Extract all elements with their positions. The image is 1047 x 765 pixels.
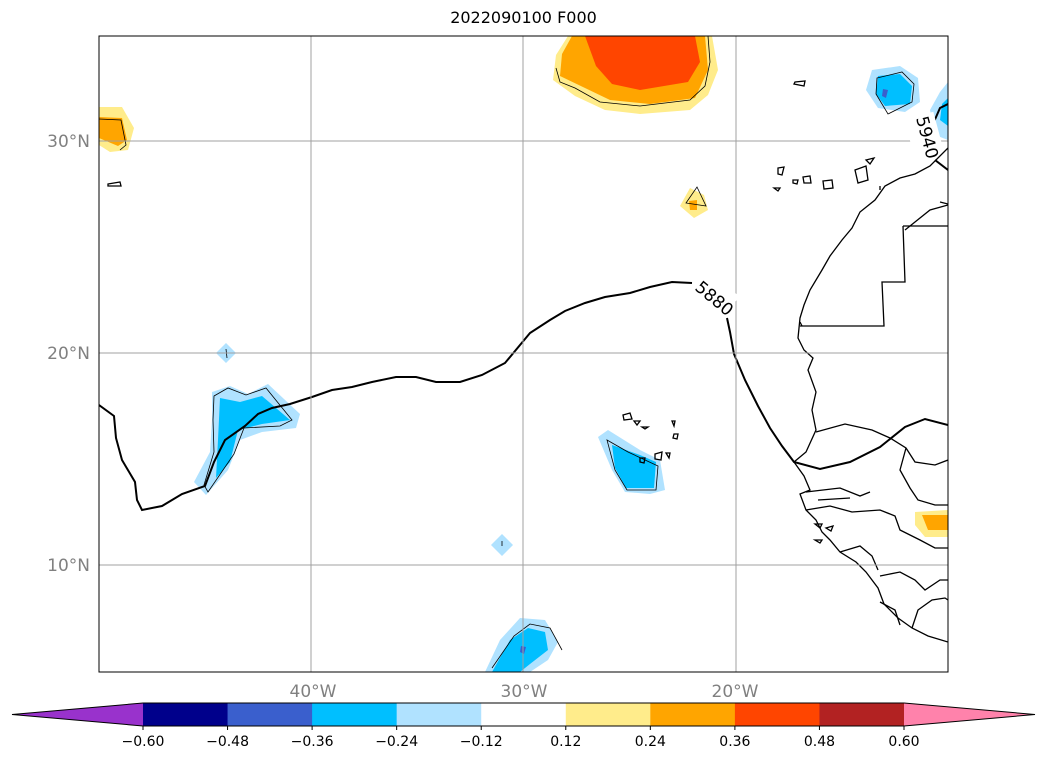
colorbar-tick-label: 0.12: [550, 734, 581, 750]
contour-5940: [932, 103, 948, 125]
lat-label-20n: 20°N: [47, 344, 90, 364]
lon-label-30w: 30°W: [501, 682, 548, 702]
colorbar-tick-label: −0.24: [375, 734, 418, 750]
positive-anomaly-small-core: [689, 200, 697, 210]
lon-label-20w: 20°W: [712, 682, 759, 702]
colorbar-tick-label: 0.48: [804, 734, 835, 750]
map-area: 5880 5940: [99, 36, 948, 672]
colorbar-segment: [565, 703, 651, 726]
contour-labels: 5880 5940: [688, 111, 944, 322]
negative-anomaly-ne-max: [882, 89, 888, 98]
colorbar-segment: [227, 703, 313, 726]
colorbar-segment: [143, 703, 229, 726]
lat-label-10n: 10°N: [47, 556, 90, 576]
positive-anomaly-north-max: [585, 36, 700, 90]
colorbar-extend-low: [12, 703, 143, 726]
colorbar-tick-label: 0.60: [888, 734, 919, 750]
colorbar-tick-label: −0.60: [122, 734, 165, 750]
colorbar-tick-label: −0.48: [206, 734, 249, 750]
positive-anomaly-east-core: [922, 515, 948, 530]
gridlines: [99, 36, 948, 672]
map-title: 2022090100 F000: [450, 8, 597, 27]
colorbar: −0.60 −0.48 −0.36 −0.24 −0.12 0.12 0.24 0.36 0.4…: [11, 702, 1036, 750]
lon-label-40w: 40°W: [290, 682, 337, 702]
colorbar-tick-label: 0.24: [635, 734, 666, 750]
colorbar-segment: [312, 703, 398, 726]
negative-anomaly-ne-core: [876, 74, 912, 106]
lat-label-30n: 30°N: [47, 132, 90, 152]
thin-contours: [99, 36, 915, 669]
colorbar-segment: [396, 703, 482, 726]
shaded-fields: [99, 36, 948, 672]
negative-anomaly-cape-verde-core: [612, 445, 656, 488]
contour-5880: [99, 280, 693, 512]
colorbar-tick-label: −0.36: [291, 734, 334, 750]
colorbar-extend-high: [904, 703, 1035, 726]
map-frame: [98, 35, 949, 673]
coastlines: [107, 80, 948, 643]
negative-anomaly-south-core: [492, 628, 548, 672]
colorbar-segment: [650, 703, 736, 726]
colorbar-segment: [481, 703, 567, 726]
colorbar-segment: [819, 703, 905, 726]
colorbar-tick-label: −0.12: [460, 734, 503, 750]
colorbar-segment: [734, 703, 820, 726]
contour-5940-lower: [934, 159, 948, 171]
negative-anomaly-central-west-core: [216, 396, 290, 478]
positive-anomaly-west-core: [99, 117, 127, 146]
contour-5880-east: [726, 317, 948, 471]
colorbar-tick-label: 0.36: [719, 734, 750, 750]
